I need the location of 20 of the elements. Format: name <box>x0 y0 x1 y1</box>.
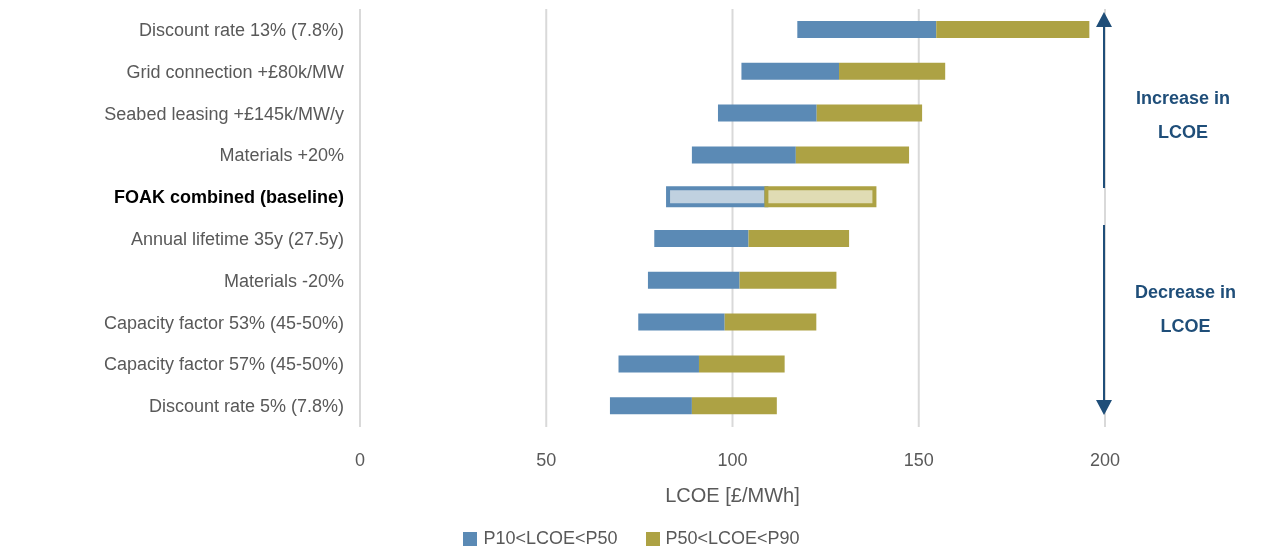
x-tick-label: 0 <box>354 449 366 470</box>
y-tick-label: Seabed leasing +£145k/MW/y <box>104 103 344 124</box>
y-tick-label: Materials +20% <box>219 145 344 166</box>
legend-label: P10<LCOE<P50 <box>482 528 618 549</box>
y-tick-label: Discount rate 5% (7.8%) <box>148 396 344 417</box>
y-tick-label: FOAK combined (baseline) <box>113 187 344 208</box>
x-tick-label: 100 <box>717 449 748 470</box>
legend-label: P50<LCOE<P90 <box>664 528 800 549</box>
x-tick-label: 200 <box>1089 449 1121 470</box>
y-tick-label: Capacity factor 57% (45-50%) <box>103 354 344 375</box>
y-tick-label: Capacity factor 53% (45-50%) <box>103 312 344 333</box>
y-tick-label: Annual lifetime 35y (27.5y) <box>130 228 344 249</box>
y-tick-label: Materials -20% <box>223 270 344 291</box>
text: Increase in LCOE <box>1134 87 1232 144</box>
y-tick-label: Grid connection +£80k/MW <box>126 61 344 82</box>
x-tick-label: 50 <box>536 449 557 470</box>
y-tick-label: Discount rate 13% (7.8%) <box>138 19 344 40</box>
text: Decrease in LCOE <box>1133 281 1238 338</box>
x-axis-title: LCOE [£/MWh] <box>665 484 800 506</box>
x-tick-label: 150 <box>903 449 934 470</box>
